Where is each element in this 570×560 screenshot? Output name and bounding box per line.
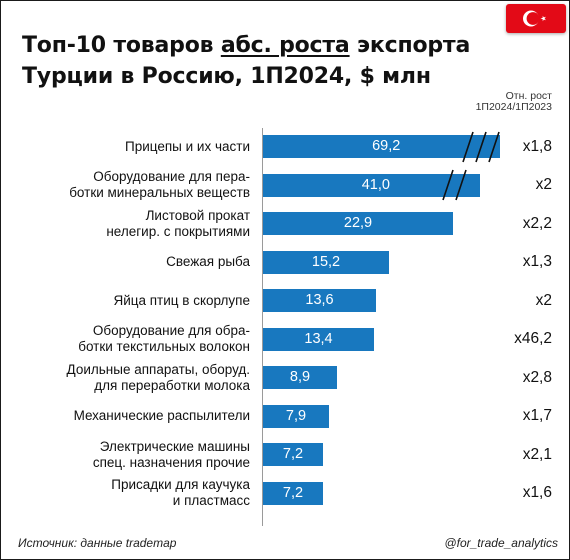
growth-multiplier: x1,8 [522, 137, 552, 155]
bar [263, 481, 323, 505]
category-label-line: Электрические машины [99, 438, 250, 454]
bar-value-label: 8,9 [289, 369, 311, 385]
bar-value-label: 7,9 [285, 407, 307, 424]
title-underlined-part: абс. роста [220, 33, 350, 58]
growth-column-header: Отн. рост 1П2024/1П2023 [476, 91, 552, 113]
category-label: Свежая рыба [10, 254, 250, 270]
category-label-line: для переработки молока [94, 377, 250, 393]
growth-multiplier: x2,2 [522, 214, 552, 232]
growth-header-line-1: Отн. рост [505, 90, 552, 102]
category-label-line: ботки минеральных веществ [69, 185, 250, 200]
category-label-line: Доильные аппараты, оборуд. [66, 361, 250, 377]
category-axis-line [262, 128, 263, 526]
category-label: Яйца птиц в скорлупе [10, 293, 250, 309]
category-label-line: и пластмасс [172, 493, 250, 508]
bar-value-label: 69,2 [372, 138, 401, 154]
growth-multiplier: x46,2 [514, 330, 552, 347]
category-label: Листовой прокат нелегир. с покрытиями [10, 208, 250, 240]
source-note: Источник: данные trademap [18, 536, 177, 550]
category-label-line: ботки текстильных волокон [78, 339, 250, 354]
bar [263, 366, 337, 389]
bar-value-label: 15,2 [311, 253, 341, 270]
bar [263, 212, 453, 235]
bar [263, 250, 389, 274]
category-label: Прицепы и их части [10, 139, 250, 155]
growth-multiplier: x1,7 [522, 407, 552, 424]
bar-value-label: 7,2 [282, 484, 304, 501]
axis-break-mark [462, 131, 500, 162]
category-label: Оборудование для обра-ботки текстильных … [10, 323, 250, 355]
bar-value-label: 13,6 [305, 292, 334, 308]
title-line-2: Турции в Россию, 1П2024, $ млн [22, 64, 431, 89]
bar [263, 327, 374, 351]
category-label: Механические распылители [10, 408, 250, 424]
category-label-line: Присадки для каучука [111, 477, 250, 492]
category-label-line: Прицепы и их части [125, 138, 250, 154]
category-label: Присадки для каучука и пластмасс [10, 477, 250, 509]
category-label-line: Механические распылители [73, 408, 250, 423]
growth-multiplier: x2,8 [522, 368, 552, 386]
category-label-line: Свежая рыба [166, 254, 250, 269]
category-label: Оборудование для пера-ботки минеральных … [10, 169, 250, 201]
title-part-1: Топ-10 товаров [22, 33, 221, 58]
bar [263, 443, 323, 466]
growth-multiplier: x1,6 [522, 484, 552, 501]
bar [263, 404, 329, 428]
axis-break-mark [442, 169, 467, 201]
bar [263, 173, 480, 197]
bar [263, 289, 376, 312]
category-label-line: Оборудование для пера- [93, 169, 250, 184]
growth-multiplier: x2 [535, 291, 552, 309]
bar-value-label: 13,4 [304, 330, 333, 347]
bar-value-label: 41,0 [361, 176, 390, 193]
category-label-line: Яйца птиц в скорлупе [113, 292, 250, 308]
category-label-line: Оборудование для обра- [92, 323, 250, 338]
category-label-line: спец. назначения прочие [92, 454, 250, 470]
turkish-flag-icon [506, 4, 566, 33]
author-handle: @for_trade_analytics [444, 536, 558, 550]
bar-value-label: 7,2 [282, 446, 304, 462]
title-part-2: экспорта [349, 33, 471, 58]
growth-multiplier: x2 [535, 176, 552, 193]
title-line-1: Топ-10 товаров абс. роста экспорта [22, 30, 512, 61]
bar [263, 135, 500, 158]
chart-title: Топ-10 товаров абс. роста экспорта Турци… [22, 30, 512, 92]
growth-multiplier: x2,1 [522, 445, 552, 463]
growth-header-line-2: 1П2024/1П2023 [475, 101, 552, 113]
bar-value-label: 22,9 [343, 215, 373, 231]
category-label-line: нелегир. с покрытиями [106, 223, 250, 239]
category-label: Доильные аппараты, оборуд. для переработк… [10, 362, 250, 394]
growth-multiplier: x1,3 [522, 253, 552, 270]
category-label: Электрические машины спец. назначения про… [10, 439, 250, 471]
category-label-line: Листовой прокат [145, 207, 250, 223]
